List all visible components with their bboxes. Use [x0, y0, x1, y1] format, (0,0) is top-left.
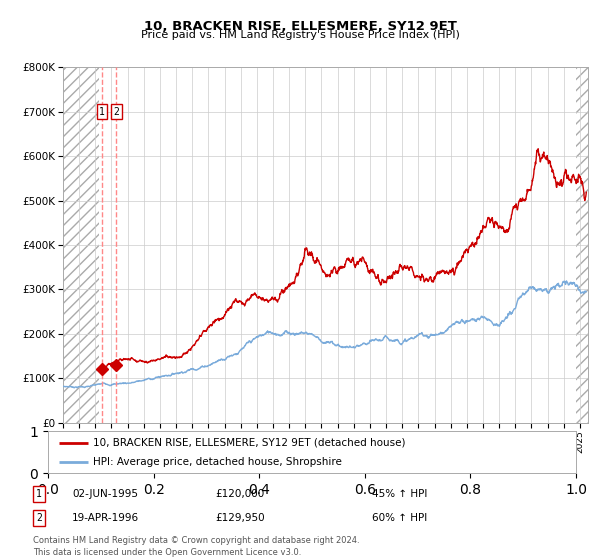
Text: Price paid vs. HM Land Registry's House Price Index (HPI): Price paid vs. HM Land Registry's House … — [140, 30, 460, 40]
Text: 02-JUN-1995: 02-JUN-1995 — [72, 489, 138, 499]
Bar — [576, 67, 588, 423]
Text: 60% ↑ HPI: 60% ↑ HPI — [372, 513, 427, 523]
Text: 1: 1 — [99, 106, 105, 116]
Text: 19-APR-1996: 19-APR-1996 — [71, 513, 139, 523]
Text: 2: 2 — [36, 513, 42, 523]
Text: 1: 1 — [36, 489, 42, 499]
Text: Contains HM Land Registry data © Crown copyright and database right 2024.
This d: Contains HM Land Registry data © Crown c… — [33, 536, 359, 557]
Text: £129,950: £129,950 — [215, 513, 265, 523]
Text: 45% ↑ HPI: 45% ↑ HPI — [372, 489, 427, 499]
Text: 10, BRACKEN RISE, ELLESMERE, SY12 9ET (detached house): 10, BRACKEN RISE, ELLESMERE, SY12 9ET (d… — [93, 437, 406, 447]
Text: 2: 2 — [113, 106, 119, 116]
Bar — [63, 67, 100, 423]
Text: £120,000: £120,000 — [215, 489, 265, 499]
Text: 10, BRACKEN RISE, ELLESMERE, SY12 9ET: 10, BRACKEN RISE, ELLESMERE, SY12 9ET — [143, 20, 457, 33]
Text: HPI: Average price, detached house, Shropshire: HPI: Average price, detached house, Shro… — [93, 457, 342, 467]
